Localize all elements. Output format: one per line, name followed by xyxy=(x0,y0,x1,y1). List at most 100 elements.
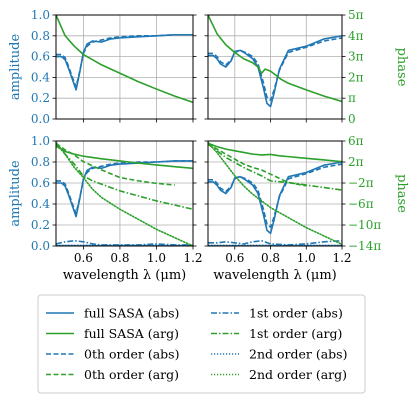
right-tick-label: −10π xyxy=(348,218,381,232)
panels: 0.0 0.2 0.4 0.6 0.8 1.0 amplitude 0 π 2π 3π 4π 5π pha… xyxy=(8,8,409,283)
right-tick-label: π xyxy=(348,91,356,105)
series-group xyxy=(208,141,342,246)
axes-frame xyxy=(207,14,343,120)
right-tick-label: 5π xyxy=(348,8,364,22)
x-tick-label: 0.8 xyxy=(110,251,129,265)
right-tick-label: 4π xyxy=(348,29,364,43)
right-tick-labels: 6π 2π −2π −6π −10π −14π xyxy=(342,134,381,253)
series-line xyxy=(56,160,193,215)
left-tick-label: 0.2 xyxy=(31,91,50,105)
left-tick-label: 1.0 xyxy=(31,8,50,22)
left-tick-labels xyxy=(204,140,208,247)
grid xyxy=(208,15,342,119)
y-axis-label-left: amplitude xyxy=(8,34,23,101)
x-tick-labels: 0.6 0.8 1.0 1.2 xyxy=(225,246,352,265)
legend-label: 1st order (arg) xyxy=(249,326,342,341)
y-axis-label-left: amplitude xyxy=(8,160,23,227)
axes-frame xyxy=(55,140,194,247)
x-axis-label: wavelength λ (μm) xyxy=(213,268,336,283)
legend-box xyxy=(37,294,366,394)
series-line xyxy=(56,143,193,211)
legend-label: 0th order (arg) xyxy=(84,367,179,382)
grid xyxy=(56,15,193,119)
panel-top-left: 0.0 0.2 0.4 0.6 0.8 1.0 amplitude xyxy=(8,8,197,126)
right-tick-label: −2π xyxy=(348,176,374,190)
series-line xyxy=(208,142,342,163)
x-tick-label: 1.0 xyxy=(147,251,166,265)
series-line xyxy=(208,143,342,191)
left-tick-label: 0.4 xyxy=(31,70,50,84)
x-tick-label: 0.6 xyxy=(74,251,93,265)
legend-item: 0th order (arg) xyxy=(46,367,179,382)
legend: full SASA (abs) 1st order (abs) full SASA … xyxy=(37,294,366,394)
left-tick-label: 0.4 xyxy=(31,197,50,211)
panel-top-right: 0 π 2π 3π 4π 5π phase xyxy=(204,8,409,126)
series-line xyxy=(208,141,342,246)
right-tick-label: 0 xyxy=(348,112,356,126)
series-line xyxy=(208,142,307,187)
legend-label: full SASA (abs) xyxy=(84,306,179,321)
y-axis-label-right: phase xyxy=(394,48,409,87)
x-tick-label: 1.0 xyxy=(297,251,316,265)
x-tick-label: 1.2 xyxy=(183,251,202,265)
right-tick-label: −6π xyxy=(348,197,374,211)
panel-bottom-left: 0.0 0.2 0.4 0.6 0.8 1.0 0.6 0.8 1.0 1.2 amplitude w… xyxy=(8,134,203,283)
left-tick-label: 0.6 xyxy=(31,50,50,64)
left-tick-label: 1.0 xyxy=(31,134,50,148)
series-line xyxy=(208,15,342,103)
series-line xyxy=(208,163,342,228)
left-tick-labels: 0.0 0.2 0.4 0.6 0.8 1.0 xyxy=(31,8,56,126)
right-tick-labels xyxy=(193,140,197,247)
series-line xyxy=(208,239,342,246)
left-tick-label: 0.8 xyxy=(31,29,50,43)
series-line xyxy=(208,35,342,108)
right-tick-labels: 0 π 2π 3π 4π 5π xyxy=(342,8,364,126)
left-tick-label: 0.8 xyxy=(31,155,50,169)
legend-item: 0th order (abs) xyxy=(46,347,179,362)
left-tick-label: 0.0 xyxy=(31,112,50,126)
series-group xyxy=(56,141,193,246)
x-tick-label: 1.2 xyxy=(332,251,351,265)
legend-label: full SASA (arg) xyxy=(84,326,179,341)
legend-item: 2nd order (abs) xyxy=(211,347,347,362)
axes-frame xyxy=(55,14,194,120)
legend-item: 1st order (abs) xyxy=(211,306,343,321)
left-tick-labels: 0.0 0.2 0.4 0.6 0.8 1.0 xyxy=(31,134,56,253)
x-tick-labels xyxy=(83,119,194,123)
legend-label: 1st order (abs) xyxy=(249,306,343,321)
left-tick-label: 0.6 xyxy=(31,176,50,190)
x-axis-label: wavelength λ (μm) xyxy=(63,268,186,283)
left-tick-labels xyxy=(204,14,208,120)
series-line xyxy=(208,37,342,102)
right-tick-label: 6π xyxy=(348,134,364,148)
right-tick-labels xyxy=(193,14,197,120)
panel-bottom-right: 6π 2π −2π −6π −10π −14π 0.6 0.8 1.0 1.2 phase wavel… xyxy=(204,134,409,283)
legend-label: 0th order (abs) xyxy=(84,347,179,362)
left-tick-label: 0.0 xyxy=(31,239,50,253)
x-tick-labels: 0.6 0.8 1.0 1.2 xyxy=(74,246,203,265)
right-tick-label: −14π xyxy=(348,239,381,253)
series-line xyxy=(56,141,193,246)
series-line xyxy=(208,161,342,235)
legend-item: full SASA (abs) xyxy=(46,306,179,321)
grid xyxy=(208,141,342,246)
series-group xyxy=(208,15,342,108)
right-tick-label: 2π xyxy=(348,70,364,84)
series-line xyxy=(56,15,193,104)
y-axis-label-right: phase xyxy=(394,174,409,213)
x-tick-label: 0.6 xyxy=(225,251,244,265)
x-tick-label: 0.8 xyxy=(261,251,280,265)
x-tick-labels xyxy=(234,119,343,123)
series-line xyxy=(56,33,193,88)
series-group xyxy=(56,15,193,104)
axes-frame xyxy=(207,140,343,247)
right-tick-label: 3π xyxy=(348,50,364,64)
legend-item: 2nd order (arg) xyxy=(211,367,347,382)
left-tick-label: 0.2 xyxy=(31,218,50,232)
series-line xyxy=(56,142,175,186)
legend-label: 2nd order (abs) xyxy=(249,347,347,362)
legend-item: 1st order (arg) xyxy=(211,326,342,341)
series-line xyxy=(56,239,193,246)
right-tick-label: 2π xyxy=(348,155,364,169)
